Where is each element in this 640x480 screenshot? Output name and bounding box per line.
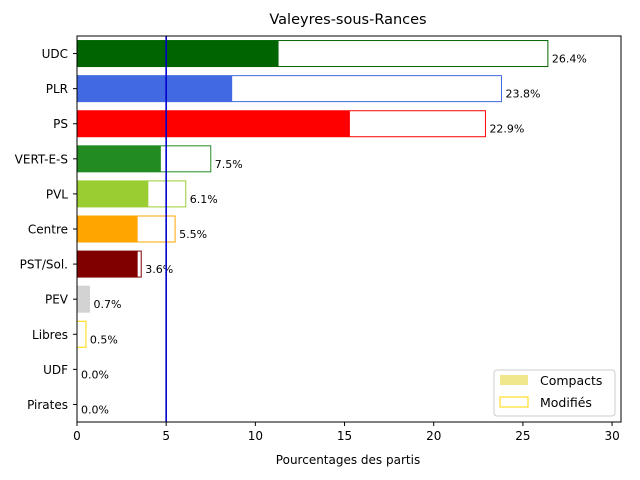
value-label-udf: 0.0% bbox=[81, 368, 109, 381]
value-label-ps: 22.9% bbox=[489, 123, 524, 136]
legend-label-compacts: Compacts bbox=[540, 373, 602, 388]
y-tick-label-pst-sol: PST/Sol. bbox=[20, 258, 68, 272]
bar-compacts-plr bbox=[77, 75, 233, 102]
bar-modifies-libres bbox=[76, 320, 87, 348]
value-label-pvl: 6.1% bbox=[190, 193, 218, 206]
x-tick-label: 30 bbox=[604, 429, 619, 443]
value-label-vert-e-s: 7.5% bbox=[215, 158, 243, 171]
bar-compacts-pvl bbox=[77, 180, 149, 207]
bar-compacts-pev bbox=[77, 286, 90, 313]
y-tick-label-plr: PLR bbox=[46, 82, 68, 96]
bar-compacts-centre bbox=[77, 216, 138, 242]
value-label-udc: 26.4% bbox=[552, 53, 587, 66]
y-tick-label-libres: Libres bbox=[32, 328, 68, 342]
bar-compacts-pst-sol bbox=[77, 251, 138, 278]
y-axis: UDC PLR PS VERT-E-S PVL Centre PST/Sol. PEV Libr… bbox=[15, 47, 77, 412]
bar-compacts-vert-e-s bbox=[77, 145, 161, 172]
x-tick-label: 10 bbox=[248, 429, 263, 443]
y-tick-label-vert-e-s: VERT-E-S bbox=[15, 152, 68, 166]
legend: Compacts Modifiés bbox=[493, 369, 616, 417]
x-tick-label: 25 bbox=[515, 429, 530, 443]
x-axis-label: Pourcentages des partis bbox=[276, 453, 420, 467]
y-tick-label-udf: UDF bbox=[43, 363, 68, 377]
bar-compacts-ps bbox=[77, 110, 350, 137]
y-tick-label-ps: PS bbox=[53, 117, 68, 131]
x-tick-label: 0 bbox=[73, 429, 81, 443]
y-tick-label-pev: PEV bbox=[45, 293, 69, 307]
y-tick-label-pvl: PVL bbox=[46, 187, 68, 201]
bars-layer bbox=[76, 40, 549, 348]
legend-swatch-compacts bbox=[500, 375, 528, 385]
y-tick-label-udc: UDC bbox=[42, 47, 68, 61]
chart-title: Valeyres-sous-Rances bbox=[269, 12, 426, 28]
bar-compacts-udc bbox=[77, 40, 279, 67]
value-label-plr: 23.8% bbox=[505, 88, 540, 101]
value-label-libres: 0.5% bbox=[90, 333, 118, 346]
y-tick-label-centre: Centre bbox=[28, 223, 68, 237]
value-label-pev: 0.7% bbox=[93, 298, 121, 311]
y-tick-label-pirates: Pirates bbox=[27, 398, 68, 412]
x-tick-label: 5 bbox=[162, 429, 170, 443]
legend-swatch-modifies bbox=[499, 396, 529, 408]
x-axis: 0 5 10 15 20 25 30 bbox=[73, 422, 620, 443]
value-labels-layer: 26.4% 23.8% 22.9% 7.5% 6.1% 5.5% 3.6% 0.7% 0.5% 0… bbox=[81, 53, 587, 417]
legend-label-modifies: Modifiés bbox=[540, 395, 592, 410]
x-tick-label: 20 bbox=[426, 429, 441, 443]
value-label-centre: 5.5% bbox=[179, 228, 207, 241]
value-label-pst-sol: 3.6% bbox=[145, 263, 173, 276]
x-tick-label: 15 bbox=[337, 429, 352, 443]
value-label-pirates: 0.0% bbox=[81, 403, 109, 416]
